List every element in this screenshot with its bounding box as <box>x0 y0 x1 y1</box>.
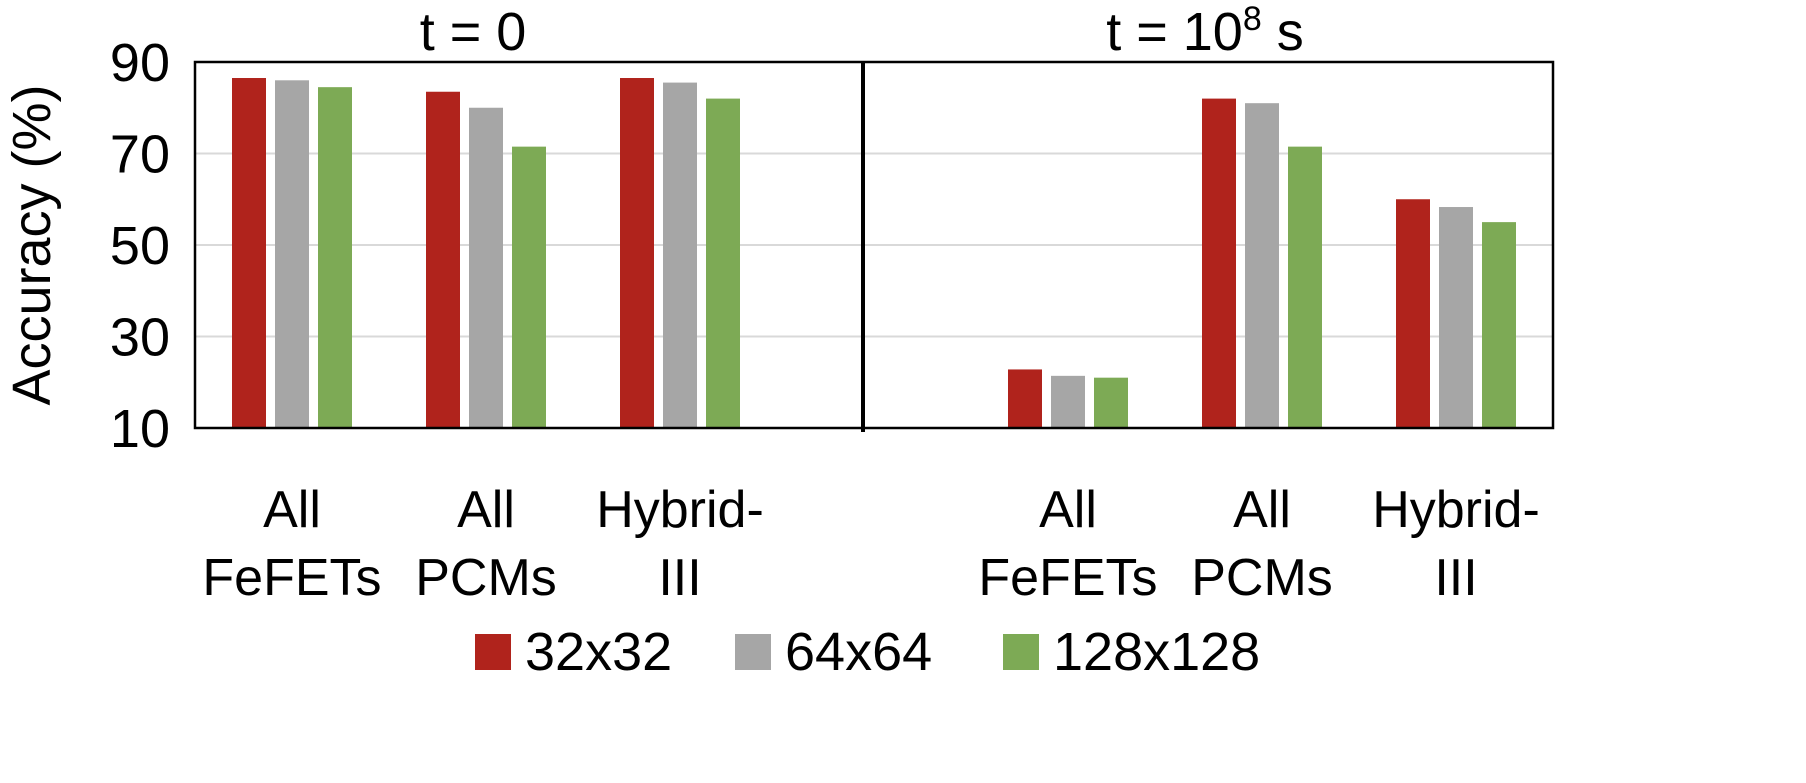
category-label: Hybrid- <box>596 481 764 539</box>
bar-128x128-III <box>1482 222 1516 428</box>
legend-label: 32x32 <box>525 622 672 682</box>
bar-128x128-PCMs <box>512 146 546 428</box>
bar-64x64-PCMs <box>469 107 503 428</box>
plot-border <box>193 60 1555 430</box>
bar-128x128-PCMs <box>1288 146 1322 428</box>
bar-64x64-FeFETs <box>1051 375 1085 428</box>
legend-swatch <box>1003 634 1039 670</box>
bar-128x128-FeFETs <box>1094 377 1128 428</box>
category-label: III <box>658 549 701 607</box>
category-label: FeFETs <box>978 549 1157 607</box>
bar-64x64-III <box>663 82 697 429</box>
legend-label: 64x64 <box>785 622 932 682</box>
bar-32x32-PCMs <box>1202 98 1236 428</box>
legend-swatch <box>475 634 511 670</box>
legend-swatch <box>735 634 771 670</box>
bar-128x128-FeFETs <box>318 87 352 428</box>
y-tick-label: 70 <box>110 125 170 185</box>
labels: 10 30 50 70 90 Accuracy (%) t = 0 All FeFETs All P… <box>2 0 1540 607</box>
plot-frame <box>193 60 1555 432</box>
category-label: PCMs <box>1191 549 1333 607</box>
bar-32x32-III <box>1396 199 1430 428</box>
category-label: PCMs <box>415 549 557 607</box>
bar-32x32-FeFETs <box>1008 369 1042 428</box>
bar-32x32-III <box>620 78 654 428</box>
bar-64x64-III <box>1439 207 1473 428</box>
gridlines <box>195 152 1553 338</box>
y-tick-label: 50 <box>110 216 170 276</box>
panel-title: t = 108 s <box>1106 0 1304 62</box>
y-tick-label: 30 <box>110 308 170 368</box>
category-label: All <box>457 481 515 539</box>
bar-64x64-FeFETs <box>275 80 309 429</box>
bar-128x128-III <box>706 98 740 428</box>
legend-label: 128x128 <box>1053 622 1260 682</box>
category-label: All <box>1233 481 1291 539</box>
y-tick-label: 10 <box>110 399 170 459</box>
y-axis-title: Accuracy (%) <box>2 84 62 405</box>
bar-32x32-FeFETs <box>232 78 266 428</box>
category-label: All <box>263 481 321 539</box>
y-tick-label: 90 <box>110 33 170 93</box>
category-label: All <box>1039 481 1097 539</box>
category-label: III <box>1434 549 1477 607</box>
bar-64x64-PCMs <box>1245 103 1279 429</box>
bars <box>232 78 1516 429</box>
category-label: Hybrid- <box>1372 481 1540 539</box>
bar-32x32-PCMs <box>426 91 460 429</box>
panel-title: t = 0 <box>420 2 527 62</box>
category-label: FeFETs <box>202 549 381 607</box>
legend: 32x32 64x64 128x128 <box>475 622 1260 682</box>
